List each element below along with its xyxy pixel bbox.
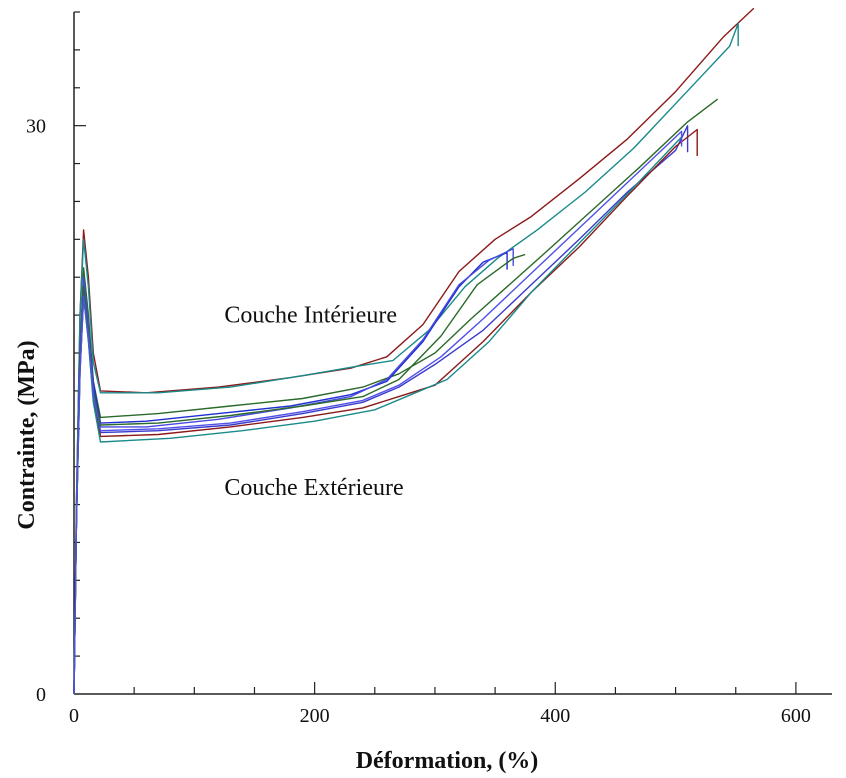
x-tick-label: 600 — [781, 705, 811, 727]
x-tick-label: 200 — [300, 705, 330, 727]
axes — [73, 12, 832, 695]
series-group — [73, 7, 755, 695]
series-line-2 — [73, 22, 739, 695]
series-line-8 — [73, 136, 683, 695]
annotation-couche-interieure: Couche Intérieure — [224, 303, 397, 329]
y-axis-title: Contrainte, (MPa) — [14, 340, 40, 529]
tick-labels: 0 200 400 600 0 30 — [26, 116, 811, 727]
y-tick-label: 0 — [36, 684, 46, 706]
series-line-10 — [73, 130, 683, 695]
x-tick-label: 0 — [69, 705, 79, 727]
y-tick-label: 30 — [26, 116, 46, 138]
annotation-couche-exterieure: Couche Extérieure — [224, 475, 403, 501]
series-line-7 — [73, 128, 698, 695]
series-line-3 — [73, 98, 719, 695]
x-axis-title: Déformation, (%) — [356, 748, 539, 774]
series-line-5 — [73, 124, 689, 695]
x-tick-label: 400 — [540, 705, 570, 727]
series-line-1 — [73, 7, 755, 695]
